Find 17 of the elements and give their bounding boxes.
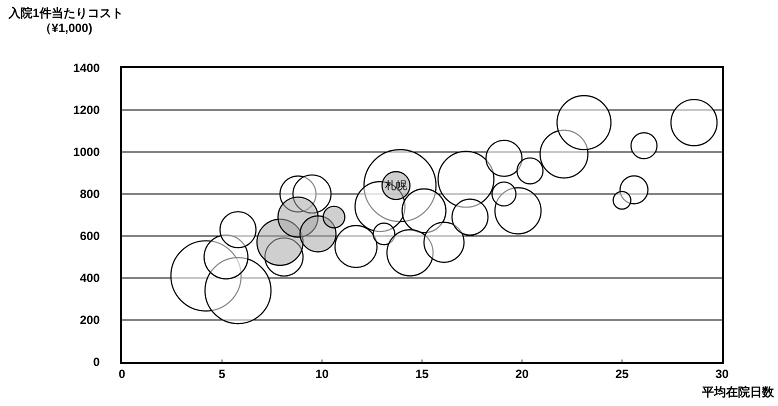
x-tick-label: 5 bbox=[218, 367, 226, 382]
x-tick-label: 10 bbox=[315, 367, 329, 382]
x-tick-label: 20 bbox=[515, 367, 529, 382]
x-tick-label: 25 bbox=[615, 367, 629, 382]
y-tick-label: 400 bbox=[80, 271, 100, 286]
y-axis-title: 入院1件当たりコスト（¥1,000) bbox=[4, 6, 128, 36]
x-tick-label: 15 bbox=[415, 367, 429, 382]
x-tick-label: 30 bbox=[715, 367, 729, 382]
y-tick-label: 600 bbox=[80, 229, 100, 244]
y-tick-label: 200 bbox=[80, 313, 100, 328]
y-tick-label: 1200 bbox=[73, 103, 100, 118]
y-tick-label: 1400 bbox=[73, 61, 100, 76]
y-tick-label: 1000 bbox=[73, 145, 100, 160]
y-tick-label: 0 bbox=[93, 355, 100, 370]
x-tick-label: 0 bbox=[118, 367, 126, 382]
x-axis-title: 平均在院日数 bbox=[702, 384, 774, 401]
y-tick-label: 800 bbox=[80, 187, 100, 202]
